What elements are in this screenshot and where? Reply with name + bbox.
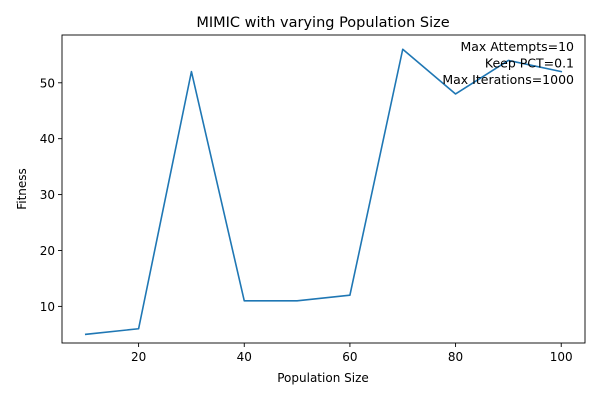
y-tick-label-10: 10 bbox=[40, 300, 55, 314]
x-tick-label-80: 80 bbox=[448, 350, 463, 364]
y-tick-label-50: 50 bbox=[40, 76, 55, 90]
x-tick-label-40: 40 bbox=[237, 350, 252, 364]
y-tick-label-30: 30 bbox=[40, 188, 55, 202]
y-tick-label-40: 40 bbox=[40, 132, 55, 146]
x-tick-label-100: 100 bbox=[550, 350, 573, 364]
chart-title: MIMIC with varying Population Size bbox=[196, 15, 449, 31]
x-tick-label-20: 20 bbox=[131, 350, 146, 364]
y-axis-label: Fitness bbox=[15, 168, 29, 210]
plot-area: 20 40 60 80 100 10 20 30 40 50 bbox=[40, 34, 586, 364]
x-axis-label: Population Size bbox=[277, 371, 369, 385]
annotation-text-1: Keep PCT=0.1 bbox=[485, 56, 574, 71]
annotation-text-0: Max Attempts=10 bbox=[460, 39, 574, 54]
x-tick-label-60: 60 bbox=[342, 350, 357, 364]
axes-frame bbox=[61, 34, 586, 344]
y-tick-label-20: 20 bbox=[40, 244, 55, 258]
annotation-text-2: Max Iterations=1000 bbox=[442, 72, 574, 87]
series-line-0 bbox=[84, 48, 563, 336]
